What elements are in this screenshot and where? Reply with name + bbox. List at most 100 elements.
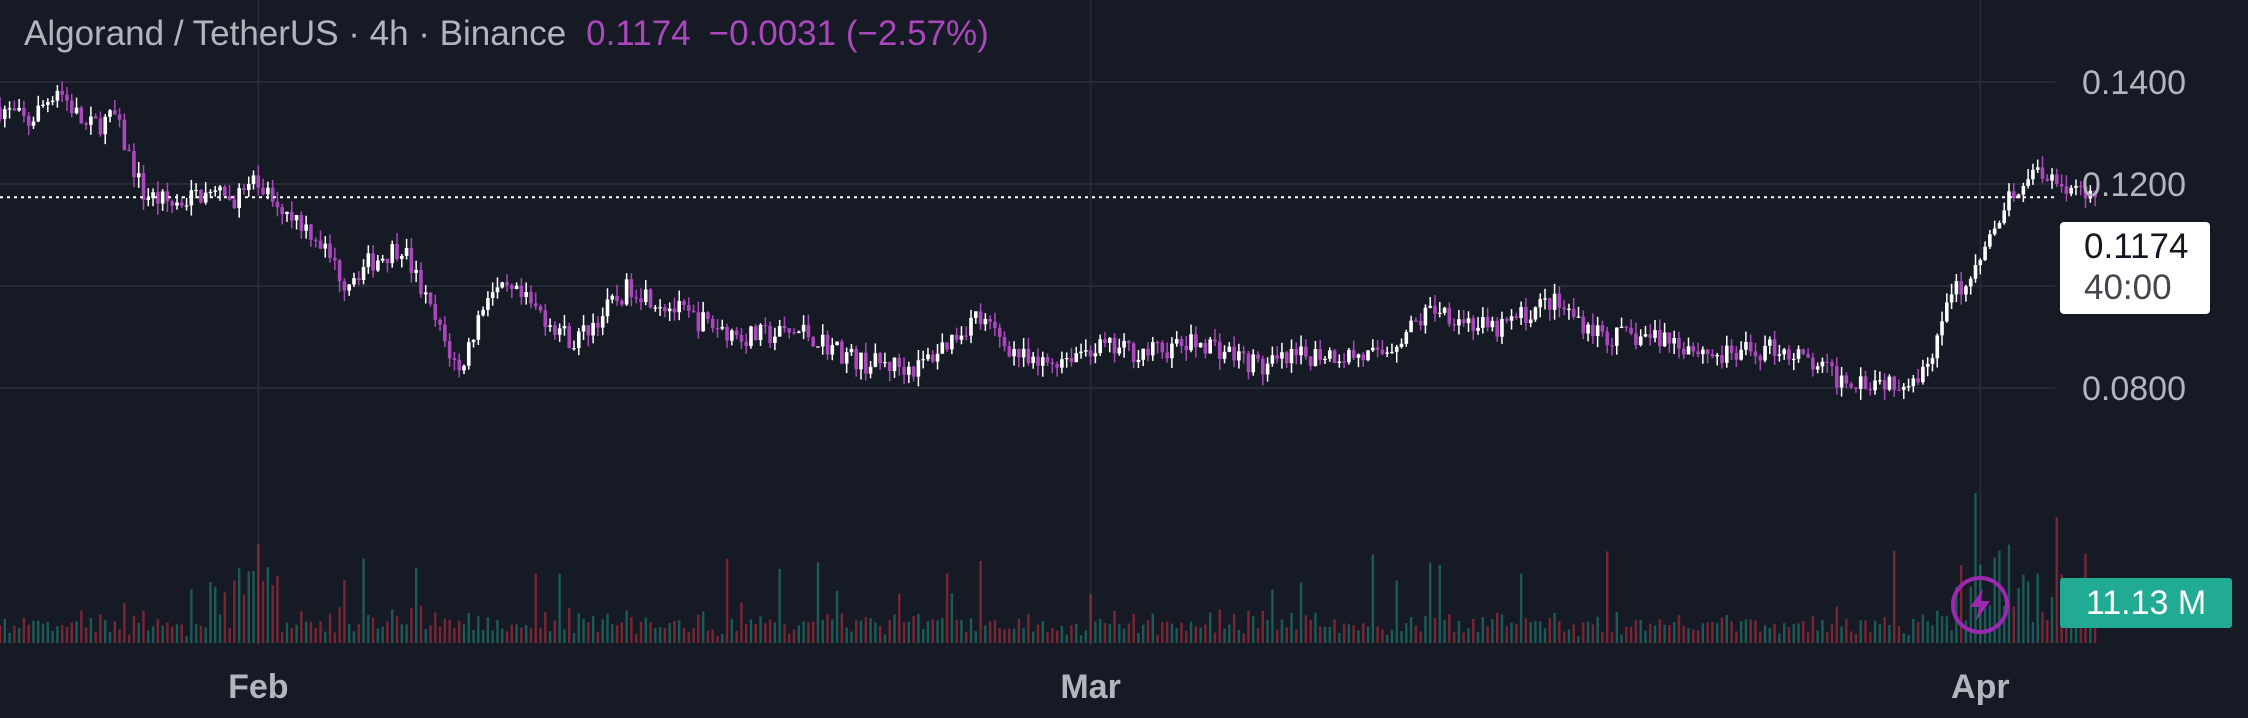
candle-body bbox=[1251, 354, 1256, 373]
volume-bar bbox=[1787, 626, 1791, 643]
volume-bar bbox=[1060, 625, 1064, 643]
candle-body bbox=[1213, 339, 1217, 342]
volume-bar bbox=[840, 613, 844, 643]
volume-bar bbox=[491, 630, 494, 643]
volume-bar bbox=[2003, 605, 2006, 643]
candle-body bbox=[629, 279, 634, 298]
volume-bar bbox=[367, 614, 370, 643]
candle-body bbox=[1026, 348, 1031, 364]
candle-body bbox=[2069, 187, 2073, 194]
candle-body bbox=[533, 303, 538, 307]
candle-body bbox=[98, 118, 103, 135]
volume-bar bbox=[362, 558, 365, 643]
volume-bar bbox=[1921, 614, 1925, 643]
volume-bar bbox=[1692, 629, 1695, 643]
volume-bar bbox=[644, 617, 647, 643]
candle-body bbox=[342, 281, 347, 291]
volume-bar bbox=[51, 630, 54, 643]
volume-bar bbox=[845, 627, 848, 643]
candle-body bbox=[156, 192, 160, 204]
candle-body bbox=[715, 328, 720, 330]
volume-bar bbox=[878, 625, 882, 643]
volume-bar bbox=[1931, 625, 1934, 643]
lightning-bolt-icon[interactable] bbox=[1951, 576, 2009, 634]
candle-body bbox=[600, 316, 605, 328]
candle-body bbox=[777, 325, 782, 337]
volume-bar bbox=[161, 625, 164, 643]
volume-bar bbox=[979, 561, 982, 643]
candle-body bbox=[1055, 364, 1059, 368]
candle-body bbox=[820, 334, 825, 347]
volume-bar bbox=[1012, 628, 1016, 643]
volume-bar bbox=[921, 629, 925, 643]
candle-body bbox=[1791, 358, 1796, 361]
candle-body bbox=[1528, 319, 1533, 323]
candle-body bbox=[404, 248, 409, 256]
candle-body bbox=[610, 295, 615, 300]
candle-body bbox=[1347, 349, 1351, 363]
volume-bar bbox=[998, 627, 1001, 643]
candle-body bbox=[1457, 319, 1461, 326]
candle-body bbox=[1237, 351, 1241, 361]
volume-bar bbox=[1773, 623, 1776, 643]
candle-body bbox=[519, 285, 524, 297]
volume-bar bbox=[1782, 623, 1786, 643]
volume-bar bbox=[1094, 621, 1097, 643]
volume-bar bbox=[438, 626, 442, 643]
volume-bar bbox=[171, 626, 174, 643]
volume-bar bbox=[8, 632, 11, 643]
volume-bar bbox=[1390, 629, 1394, 643]
candle-body bbox=[1729, 345, 1734, 353]
volume-bar bbox=[214, 586, 217, 643]
candle-body bbox=[1945, 302, 1949, 322]
candle-body bbox=[840, 341, 844, 364]
candle-body bbox=[768, 325, 772, 343]
candle-body bbox=[313, 239, 318, 242]
candle-body bbox=[376, 260, 380, 271]
volume-bar bbox=[697, 614, 700, 643]
candle-body bbox=[1452, 324, 1456, 326]
candle-body bbox=[390, 244, 395, 264]
volume-bar bbox=[190, 589, 193, 643]
candle-body bbox=[730, 330, 734, 341]
candle-body bbox=[1294, 348, 1299, 356]
candle-body bbox=[643, 289, 648, 303]
candle-body bbox=[1107, 337, 1112, 343]
volume-bar bbox=[811, 621, 815, 643]
volume-bar bbox=[1515, 623, 1518, 643]
candle-body bbox=[773, 336, 777, 343]
volume-bar bbox=[721, 633, 724, 643]
volume-bar bbox=[1629, 626, 1633, 643]
candle-body bbox=[1327, 350, 1332, 359]
candle-body bbox=[1854, 387, 1858, 389]
candle-body bbox=[471, 339, 476, 343]
volume-bar bbox=[328, 613, 332, 643]
symbol-title[interactable]: Algorand / TetherUS · 4h · Binance bbox=[24, 14, 567, 53]
volume-bar bbox=[678, 620, 681, 643]
volume-bar bbox=[1022, 627, 1025, 643]
volume-bar bbox=[974, 631, 977, 643]
volume-bar bbox=[1132, 613, 1135, 643]
candle-body bbox=[1567, 308, 1571, 310]
volume-bar bbox=[620, 622, 624, 643]
candle-body bbox=[897, 357, 902, 368]
candle-body bbox=[505, 282, 509, 286]
volume-bar bbox=[13, 625, 16, 643]
volume-bar bbox=[324, 631, 327, 643]
volume-bar bbox=[1653, 625, 1657, 643]
candle-body bbox=[1715, 355, 1720, 357]
candle-body bbox=[964, 335, 969, 337]
candle-body bbox=[1696, 351, 1700, 355]
candle-body bbox=[1825, 361, 1830, 363]
volume-bar bbox=[180, 624, 183, 643]
volume-bar bbox=[1716, 623, 1719, 643]
candle-body bbox=[466, 342, 471, 366]
candle-body bbox=[1318, 348, 1322, 360]
volume-bar bbox=[37, 620, 40, 643]
candle-body bbox=[309, 224, 313, 240]
volume-bar bbox=[300, 611, 303, 643]
candle-body bbox=[1170, 343, 1174, 359]
candle-body bbox=[868, 366, 873, 374]
candle-body bbox=[323, 243, 328, 249]
